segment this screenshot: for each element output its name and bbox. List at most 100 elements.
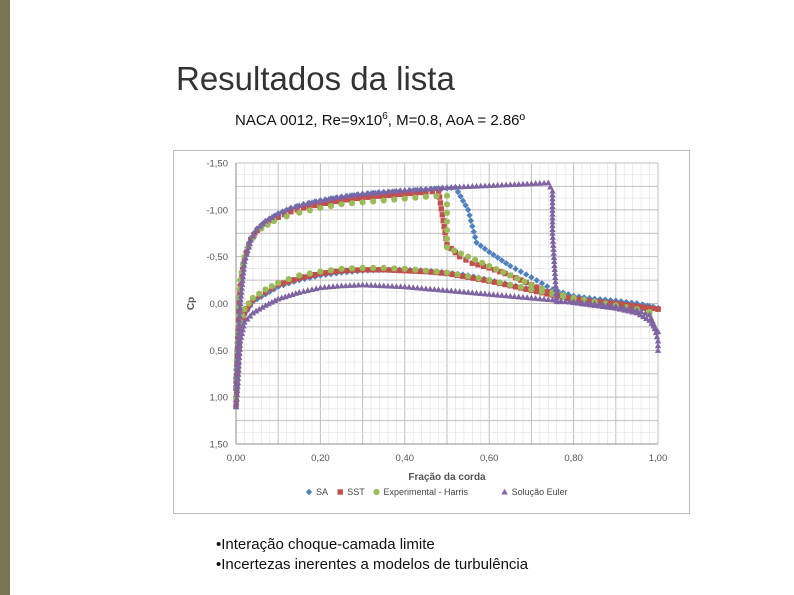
data-point [348,200,356,207]
legend-label: Experimental - Harris [384,487,469,497]
data-point [410,186,417,193]
data-point [401,265,408,272]
data-point [599,301,607,308]
data-point [551,258,558,264]
data-point [477,182,484,189]
data-point [521,278,528,285]
data-point [240,322,247,329]
data-point [464,206,472,214]
data-point [616,303,624,310]
data-point [346,282,354,288]
data-point [471,233,479,241]
data-point [637,308,645,315]
data-point [435,286,442,293]
data-point [533,288,540,295]
data-point [655,306,661,312]
data-point [317,268,324,275]
series-solu-o-euler [232,179,662,410]
data-point [381,193,387,199]
data-point [517,268,525,275]
data-point [549,222,556,229]
data-point [393,187,400,194]
data-point [497,268,503,275]
data-point [462,202,469,209]
data-point [376,189,383,195]
data-point [454,271,461,278]
data-point [547,183,554,190]
data-point [552,282,559,289]
data-point [502,281,508,288]
data-point [464,289,472,295]
data-point [401,186,408,193]
data-point [359,190,366,197]
data-point [467,217,475,224]
data-point [333,198,339,205]
data-point [441,223,447,230]
data-point [417,189,424,196]
data-point [241,319,248,325]
data-point [559,291,567,299]
data-point [294,207,300,213]
data-point [412,190,419,196]
data-point [235,329,242,336]
data-point [365,194,371,200]
data-point [233,365,241,371]
data-point [469,183,476,189]
data-point [397,187,404,194]
data-point [540,295,548,302]
data-point [469,260,476,266]
data-point [456,183,463,190]
data-point [251,229,259,235]
data-point [544,289,550,295]
data-point [473,182,480,189]
data-point [512,284,519,290]
data-point [490,182,497,188]
data-point [570,294,577,301]
data-point [442,229,448,236]
data-point [576,297,582,304]
data-point [465,273,472,280]
data-point [271,212,279,219]
data-point [365,267,371,273]
data-point [237,292,245,299]
data-point [359,264,366,272]
data-point [236,304,244,311]
data-point [549,234,556,240]
data-point [480,263,487,270]
data-point [636,311,644,318]
data-point [391,192,397,198]
data-point [640,305,646,311]
legend-label: SST [347,487,365,497]
data-point [464,183,472,189]
data-point [653,333,661,340]
data-point [633,300,641,307]
data-point [235,333,242,340]
data-point [452,183,459,190]
data-point [654,347,662,353]
data-point [359,199,366,206]
data-point [354,267,361,273]
data-point [493,266,500,273]
data-point [507,262,514,270]
data-point [549,296,556,303]
data-point [338,201,345,208]
data-point [414,186,421,193]
data-point [405,283,413,290]
data-point [511,181,518,187]
data-point [238,322,245,329]
data-point [591,300,598,307]
data-point [386,192,392,199]
data-point [249,294,256,301]
data-point [275,214,281,221]
y-tick-label: 1,00 [210,393,229,404]
data-point [481,290,489,297]
data-point [396,191,403,198]
data-point [401,195,408,202]
data-point [498,181,506,188]
x-tick-label: 0,40 [396,453,415,464]
data-point [312,271,318,278]
data-point [549,191,556,198]
data-point [473,289,480,296]
data-point [608,302,615,309]
data-point [481,277,487,283]
